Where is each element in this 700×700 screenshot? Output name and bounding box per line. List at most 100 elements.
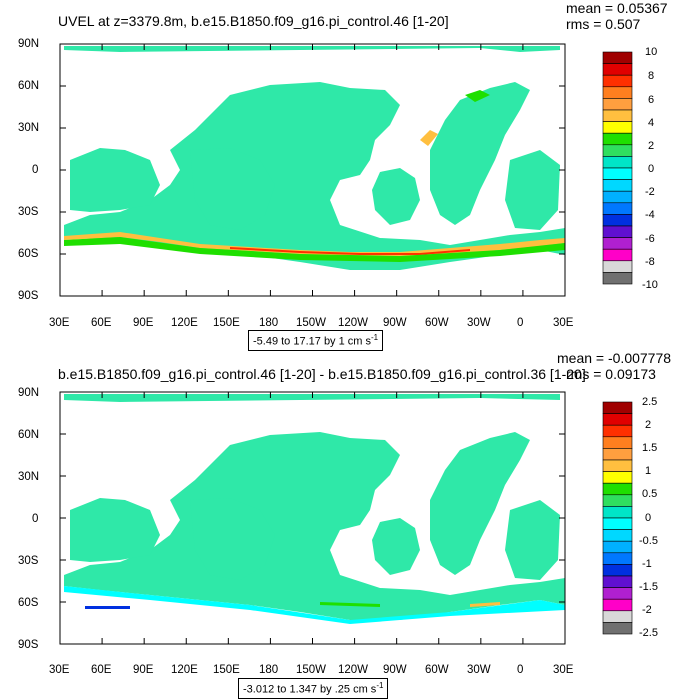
panel-1-mean: mean = 0.05367 [566,0,668,16]
panel-1-lat-label: 30S [18,206,39,218]
panel-1-range-box: -5.49 to 17.17 by 1 cm s-1 [248,330,384,351]
colorbar-swatch [602,424,633,438]
panel-2-lon-label: 120E [171,664,198,676]
panel-1-lon-label: 150W [296,317,327,329]
panel-2-anomalies [85,602,500,609]
panel-2-lon-label: 60E [91,664,112,676]
panel-1-colorbar-label: -8 [645,256,655,268]
panel-2-lon-label: 180 [259,664,279,676]
panel-2-colorbar-label: 2.5 [642,396,658,408]
colorbar-swatch [602,494,633,507]
panel-1-lat-label: 90S [18,290,39,302]
panel-1-colorbar-label: -10 [642,279,658,291]
panel-2-lat-label: 90S [18,639,39,651]
panel-1-colorbar-label: -2 [645,186,655,198]
panel-2-colorbar-label: -0.5 [639,535,658,547]
panel-2-colorbar-label: 0 [645,512,652,524]
panel-1-ocean-field [64,46,565,270]
colorbar-swatch [602,272,633,285]
panel-1-colorbar [602,51,633,285]
panel-1-lat-label: 60N [18,80,40,92]
panel-1-colorbar-label: 10 [645,46,658,58]
panel-2-range-sup: -1 [376,681,384,690]
colorbar-swatch [602,471,633,484]
panel-1-ticks [59,43,566,297]
panel-2-colorbar-label: 1 [645,465,652,477]
panel-1-lon-label: 90W [383,317,407,329]
panel-2-lon-label: 30E [553,664,574,676]
colorbar-swatch [602,529,633,542]
panel-2-lon-label: 90W [383,664,407,676]
panel-2-lon-label: 60W [425,664,449,676]
panel-2-lon-label: 150W [296,664,327,676]
panel-1-range-sup: -1 [371,333,379,342]
colorbar-swatch [602,575,633,588]
colorbar-swatch [602,552,633,565]
panel-2-lon-label: 120W [338,664,369,676]
panel-2-title: b.e15.B1850.f09_g16.pi_control.46 [1-20]… [58,366,586,382]
panel-1-colorbar-label: -6 [645,233,655,245]
panel-2-lon-label: 150E [213,664,240,676]
panel-2-colorbar-label: -1.5 [639,581,658,593]
panel-1-colorbar-label: 0 [648,163,655,175]
panel-1-lon-label: 120E [171,317,198,329]
panel-1-lat-label: 30N [18,122,40,134]
panel-2-colorbar-label: -2 [642,604,652,616]
panel-2-colorbar-label: 0.5 [642,488,658,500]
colorbar-swatch [602,448,633,461]
panel-1-lon-label: 30E [49,317,70,329]
panel-2-colorbar [602,401,633,635]
panel-1-lat-label: 90N [18,38,40,50]
panel-2-lat-label: 90N [18,387,40,399]
panel-2-ticks [59,391,566,645]
panel-2-lat-label: 0 [32,513,39,525]
panel-2-colorbar-label: -2.5 [639,627,658,639]
panel-1-colorbar-label: 4 [648,117,655,129]
panel-1-title: UVEL at z=3379.8m, b.e15.B1850.f09_g16.p… [58,13,449,29]
panel-1-lat-label: 0 [32,164,39,176]
panel-2-lon-label: 30W [467,664,491,676]
colorbar-swatch [602,459,633,472]
panel-1-lon-label: 180 [259,317,279,329]
panel-2-rms: rms = 0.09173 [566,366,656,382]
panel-2-lon-label: 90E [133,664,154,676]
panel-1-colorbar-label: 6 [648,94,655,106]
panel-2-lat-label: 30S [18,555,39,567]
colorbar-swatch [602,506,633,519]
panel-1-lon-label: 60W [425,317,449,329]
colorbar-swatch [602,622,633,635]
panel-1-colorbar-label: 2 [648,140,655,152]
panel-1-rms: rms = 0.507 [566,16,641,32]
panel-2-lon-label: 30E [49,664,70,676]
colorbar-swatch [602,540,633,554]
panel-2-range-box: -3.012 to 1.347 by .25 cm s-1 [238,678,389,699]
panel-1-lon-label: 0 [517,317,524,329]
panel-1-lon-label: 150E [213,317,240,329]
panel-2-lat-label: 60N [18,429,40,441]
panel-1-lon-label: 90E [133,317,154,329]
colorbar-swatch [602,587,633,600]
panel-1-lon-label: 60E [91,317,112,329]
panel-2-colorbar-label: 1.5 [642,442,658,454]
panel-1-lon-label: 120W [338,317,369,329]
panel-1-strong-currents [64,90,565,262]
panel-1-range-text: -5.49 to 17.17 by 1 cm s [253,335,372,348]
panel-2-colorbar-label: 2 [645,419,652,431]
colorbar-swatch [602,517,633,530]
panel-1-lon-label: 30E [553,317,574,329]
panel-2-mean: mean = -0.007778 [557,350,672,366]
panel-2-ocean-field [64,394,565,624]
panel-2-lat-label: 30N [18,471,40,483]
panel-2-lat-label: 60S [18,597,39,609]
colorbar-swatch [602,482,633,496]
colorbar-swatch [602,436,633,449]
panel-1-lat-label: 60S [18,248,39,260]
panel-2-colorbar-label: -1 [642,558,652,570]
panel-2-range-text: -3.012 to 1.347 by .25 cm s [243,683,377,696]
colorbar-swatch [602,401,633,414]
colorbar-swatch [602,610,633,623]
panel-2-lon-label: 0 [517,664,524,676]
colorbar-swatch [602,598,633,612]
